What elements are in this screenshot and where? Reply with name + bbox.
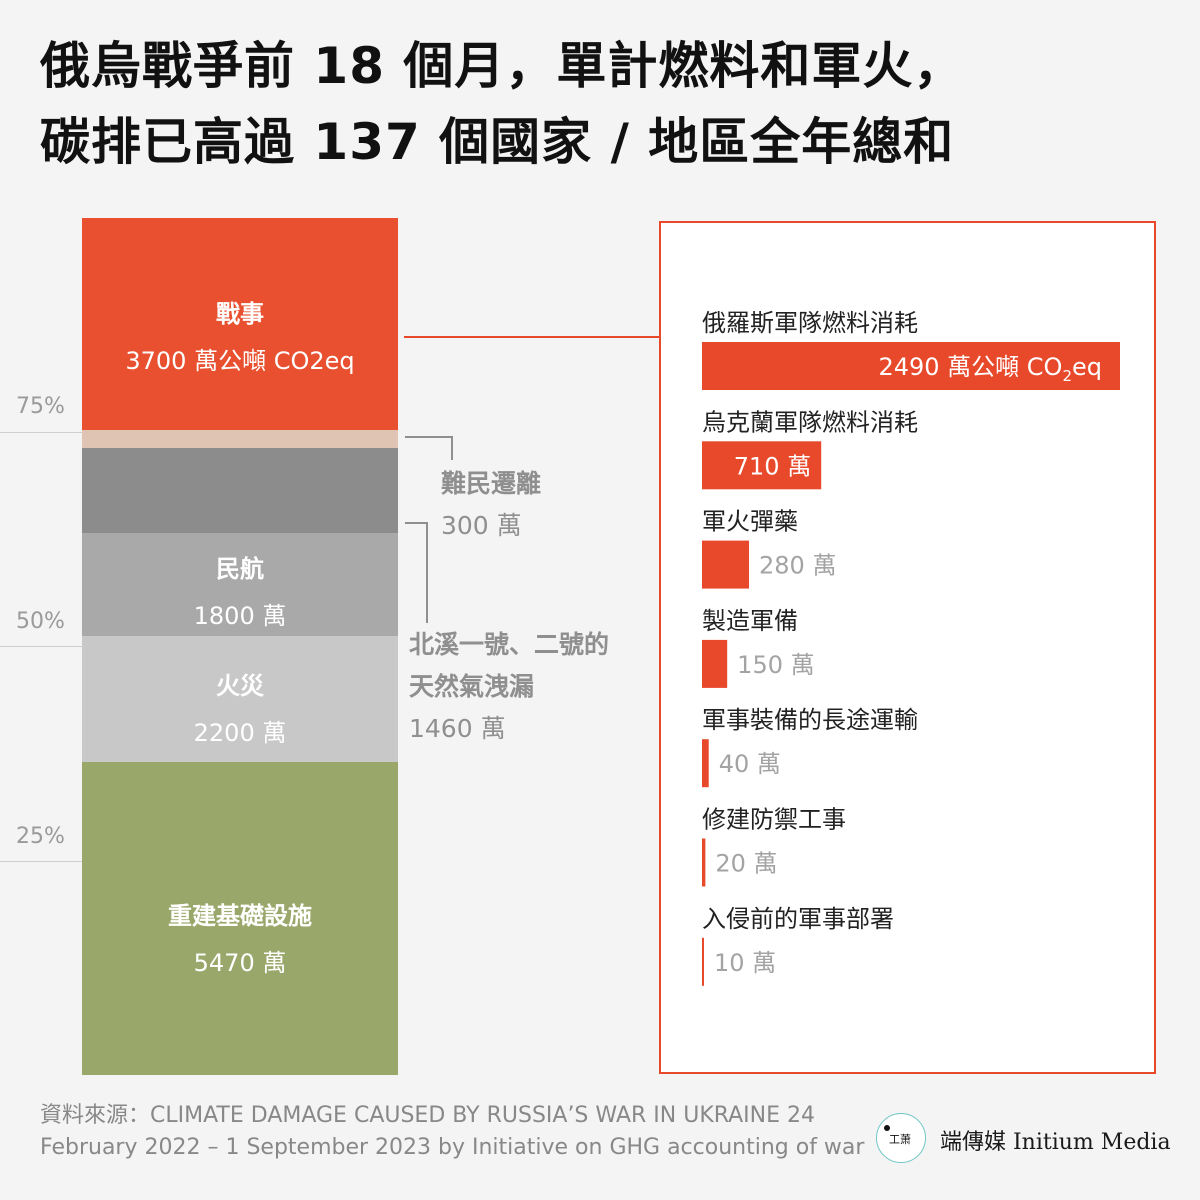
title-line-2: 碳排已高過 137 個國家 / 地區全年總和 [40, 113, 955, 171]
segment-war-label: 戰事 3700 萬公噸 CO2eq [82, 294, 398, 376]
nordstream-annotation-value: 1460 萬 [409, 714, 506, 743]
breakdown-label-4: 軍事裝備的長途運輸 [702, 706, 918, 734]
tick-25: 25% [16, 824, 65, 849]
segment-war-name: 戰事 [216, 300, 264, 328]
refugee-annotation-value: 300 萬 [441, 511, 522, 540]
refugee-annotation: 難民遷離 300 萬 [441, 463, 541, 547]
source-line-2: February 2022 – 1 September 2023 by Init… [40, 1135, 865, 1160]
refugee-bracket [405, 436, 453, 460]
segment-aviation: 民航 1800 萬 [82, 533, 398, 636]
segment-rebuild-name: 重建基礎設施 [168, 902, 312, 930]
gridline-75 [0, 432, 82, 433]
breakdown-value-3: 150 萬 [737, 651, 814, 679]
segment-fire-value: 2200 萬 [193, 719, 287, 747]
nordstream-annotation-name-line1: 北溪一號、二號的 [409, 630, 610, 659]
breakdown-label-2: 軍火彈藥 [702, 508, 798, 536]
segment-rebuild-value: 5470 萬 [193, 949, 287, 977]
breakdown-value-1: 710 萬 [734, 452, 811, 480]
title-line-1: 俄烏戰爭前 18 個月，單計燃料和軍火， [40, 37, 965, 95]
breakdown-value-5: 20 萬 [715, 850, 777, 878]
breakdown-label-6: 入侵前的軍事部署 [702, 905, 894, 933]
svg-text:工萧: 工萧 [889, 1133, 911, 1146]
breakdown-value-4: 40 萬 [719, 750, 781, 778]
tick-50: 50% [16, 609, 65, 634]
segment-war: 戰事 3700 萬公噸 CO2eq [82, 218, 398, 430]
segment-aviation-label: 民航 1800 萬 [82, 549, 398, 631]
gridline-25 [0, 861, 82, 862]
breakdown-label-3: 製造軍備 [702, 607, 798, 635]
nordstream-annotation-name-line2: 天然氣洩漏 [409, 672, 535, 701]
segment-aviation-value: 1800 萬 [193, 602, 287, 630]
breakdown-label-0: 俄羅斯軍隊燃料消耗 [702, 309, 918, 337]
segment-aviation-name: 民航 [216, 555, 264, 583]
breakdown-value-0: 2490 萬公噸 CO2eq [878, 353, 1102, 385]
war-connector-line [404, 336, 660, 338]
source-note: 資料來源：CLIMATE DAMAGE CAUSED BY RUSSIA’S W… [40, 1100, 864, 1164]
initium-logo-icon: 工萧 [876, 1113, 926, 1163]
annotation-brackets [405, 436, 453, 623]
segment-fire-label: 火災 2200 萬 [82, 666, 398, 748]
breakdown-bar-4 [702, 739, 709, 788]
source-line-1: 資料來源：CLIMATE DAMAGE CAUSED BY RUSSIA’S W… [40, 1103, 816, 1128]
segment-refugee [82, 430, 398, 448]
breakdown-label-5: 修建防禦工事 [702, 806, 846, 834]
breakdown-bar-3 [702, 639, 728, 688]
war-breakdown-panel: 俄羅斯軍隊燃料消耗 2490 萬公噸 CO2eq 烏克蘭軍隊燃料消耗 710 萬軍火彈… [659, 221, 1156, 1074]
breakdown-bar-5 [702, 838, 706, 887]
segment-fire-name: 火災 [216, 672, 264, 700]
nordstream-bracket [405, 522, 428, 623]
breakdown-bar-2 [702, 540, 750, 589]
segment-fire: 火災 2200 萬 [82, 636, 398, 762]
segment-nordstream [82, 448, 398, 533]
breakdown-label-1: 烏克蘭軍隊燃料消耗 [702, 408, 918, 436]
breakdown-bar-1 [702, 441, 822, 490]
segment-rebuild: 重建基礎設施 5470 萬 [82, 762, 398, 1075]
gridline-50 [0, 646, 82, 647]
breakdown-bar-6 [702, 937, 704, 986]
tick-75: 75% [16, 394, 65, 419]
war-breakdown-chart: 俄羅斯軍隊燃料消耗 2490 萬公噸 CO2eq 烏克蘭軍隊燃料消耗 710 萬軍火彈… [702, 309, 1120, 986]
segment-war-value: 3700 萬公噸 CO2eq [125, 347, 355, 375]
nordstream-annotation: 北溪一號、二號的 天然氣洩漏 1460 萬 [409, 624, 609, 750]
page-title: 俄烏戰爭前 18 個月，單計燃料和軍火， 碳排已高過 137 個國家 / 地區全… [40, 28, 1180, 180]
segment-rebuild-label: 重建基礎設施 5470 萬 [82, 896, 398, 978]
brand-name: 端傳媒 Initium Media [940, 1130, 1171, 1155]
breakdown-value-6: 10 萬 [714, 949, 776, 977]
breakdown-bar-0 [702, 342, 1120, 390]
breakdown-value-2: 280 萬 [759, 552, 836, 580]
refugee-annotation-name: 難民遷離 [441, 469, 542, 498]
